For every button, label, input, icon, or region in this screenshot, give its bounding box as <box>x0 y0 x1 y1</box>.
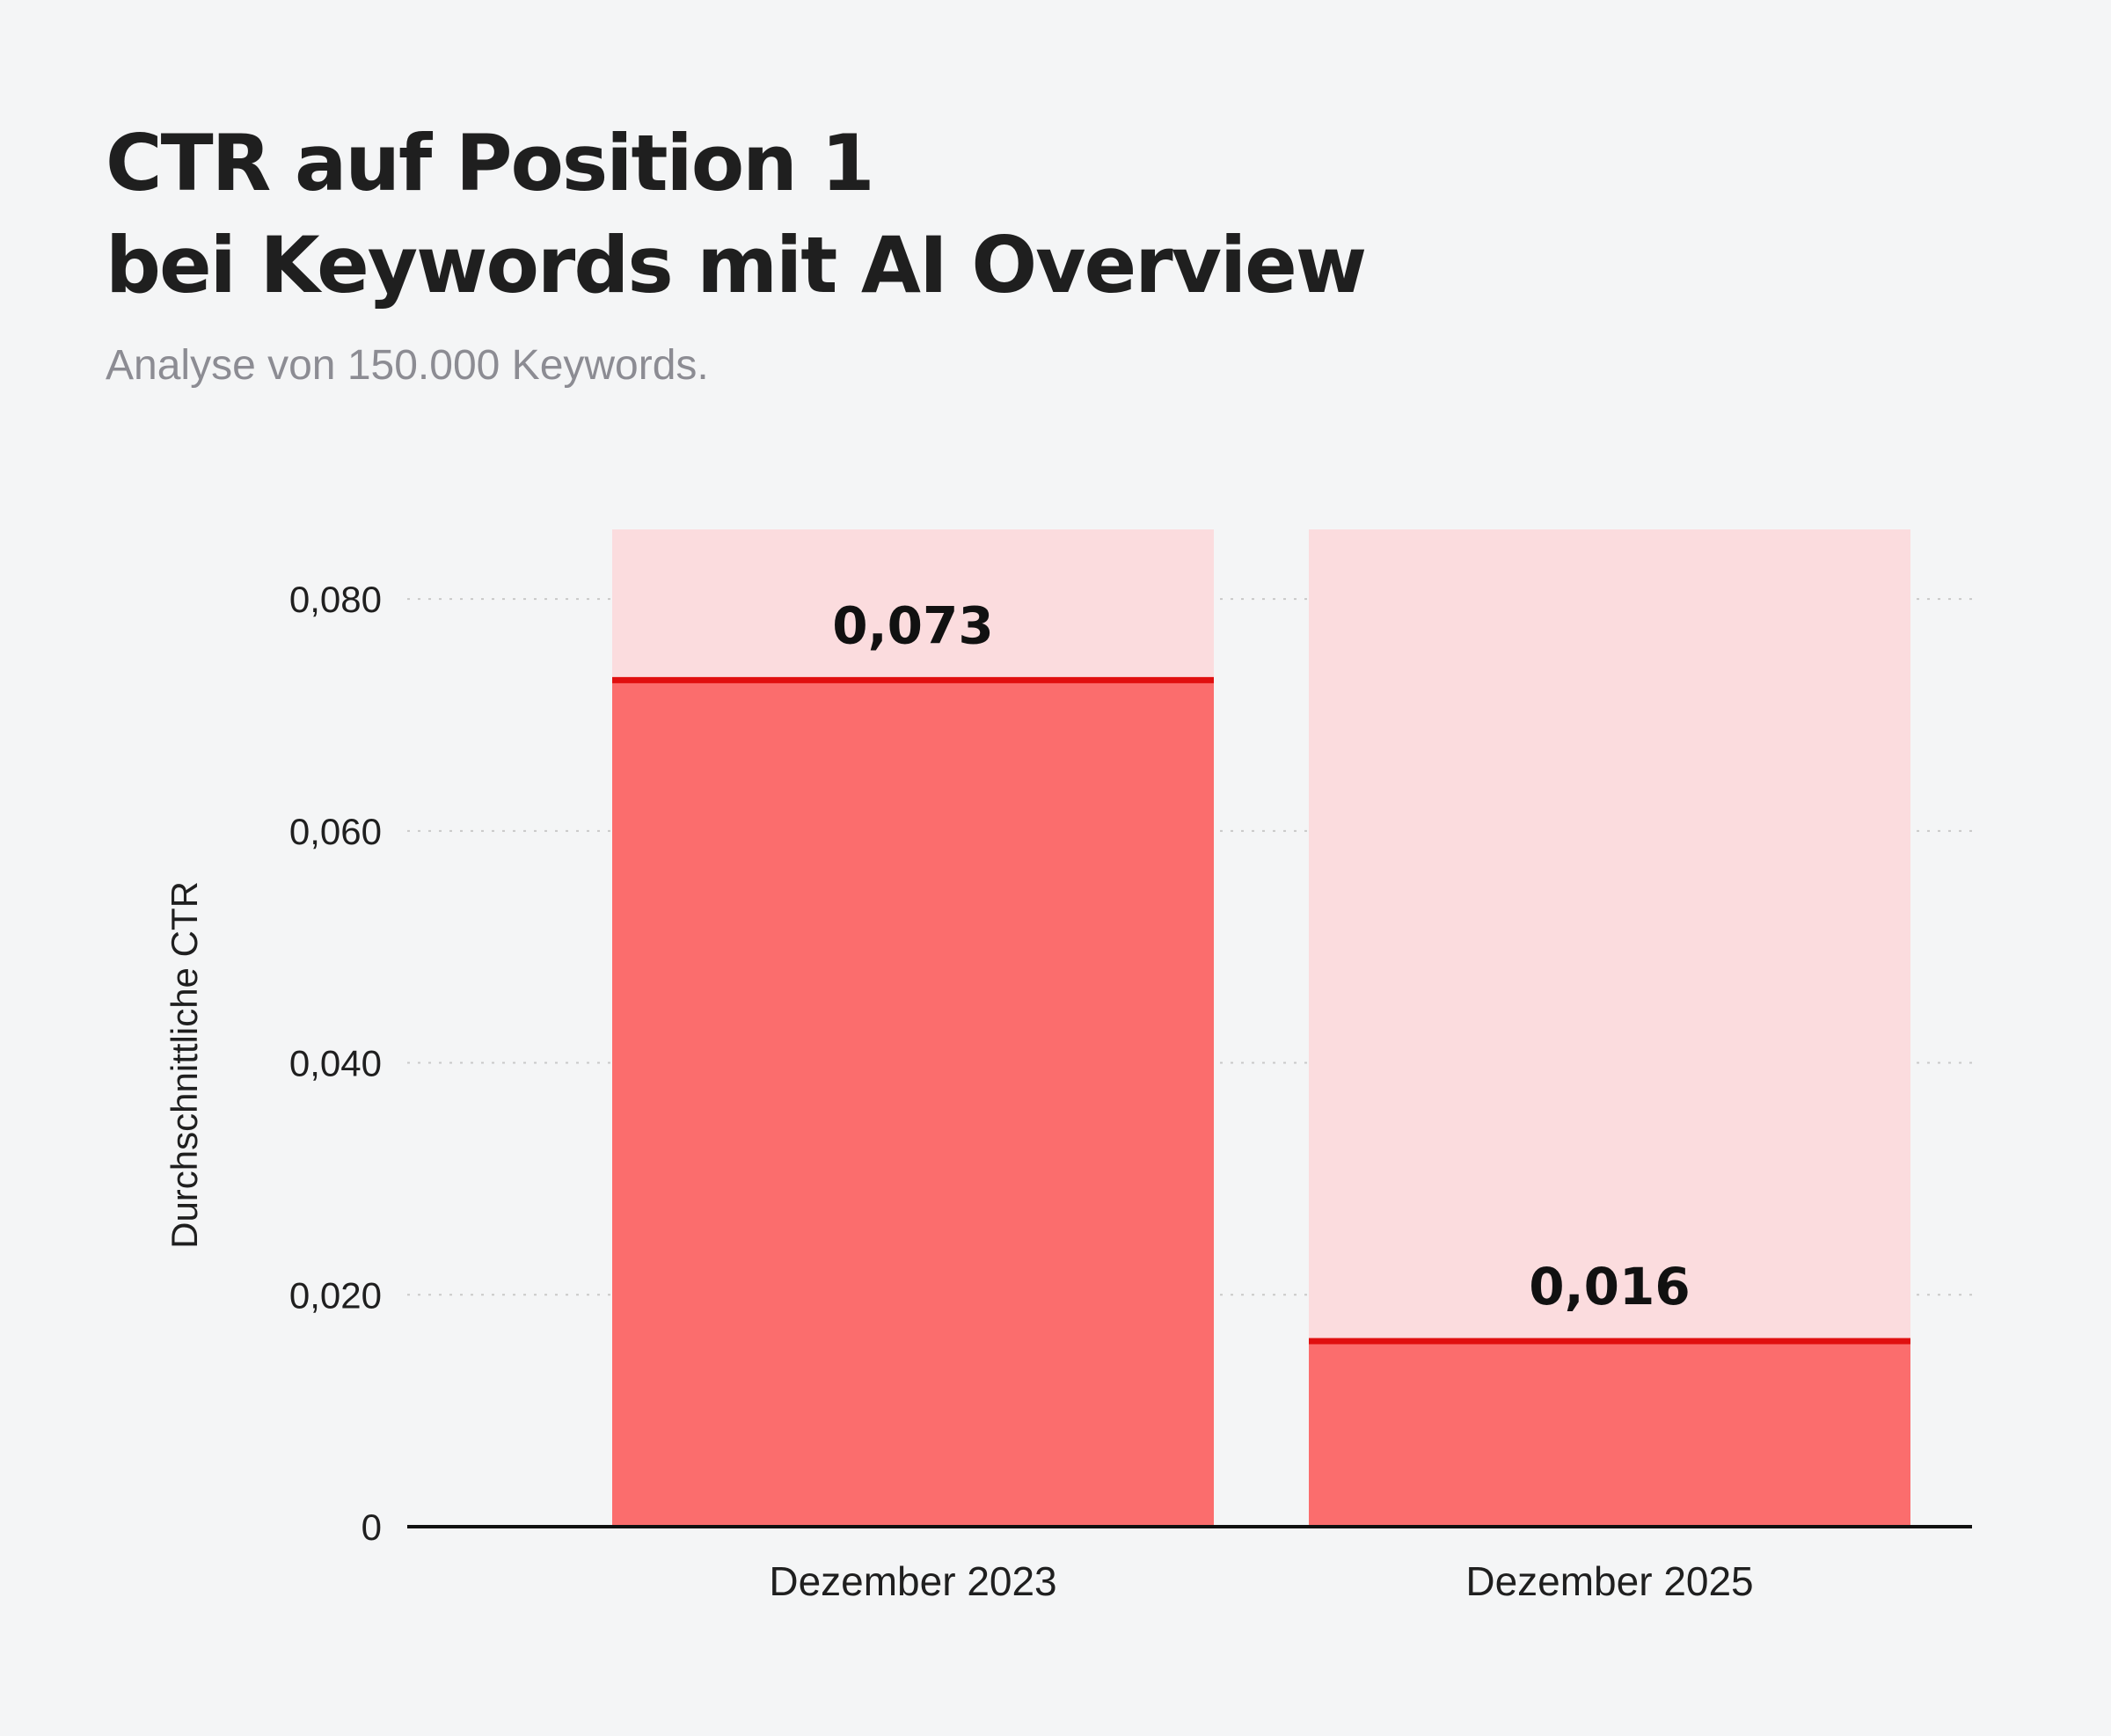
y-axis-title: Durchschnittliche CTR <box>164 881 205 1249</box>
chart-subtitle: Analyse von 150.000 Keywords. <box>106 342 709 389</box>
labels: 0,073 Dezember 2023 0,016 Dezember 2025 0 0,0… <box>164 579 1754 1604</box>
chart-title: CTR auf Position 1 bei Keywords mit AI O… <box>106 113 1367 317</box>
y-tick-label: 0,040 <box>289 1043 382 1084</box>
y-tick-label: 0,060 <box>289 811 382 852</box>
y-tick-label: 0 <box>362 1506 382 1548</box>
chart-title-line-1: CTR auf Position 1 <box>106 118 875 208</box>
bar <box>1309 1341 1910 1527</box>
y-tick-label: 0,020 <box>289 1274 382 1316</box>
x-tick-label: Dezember 2023 <box>769 1558 1056 1604</box>
bars <box>612 529 1910 1527</box>
x-tick-label: Dezember 2025 <box>1465 1558 1753 1604</box>
bar <box>612 680 1214 1527</box>
y-tick-label: 0,080 <box>289 579 382 620</box>
data-label: 0,073 <box>832 595 993 655</box>
chart-title-line-2: bei Keywords mit AI Overview <box>106 220 1367 310</box>
data-label: 0,016 <box>1529 1257 1690 1317</box>
